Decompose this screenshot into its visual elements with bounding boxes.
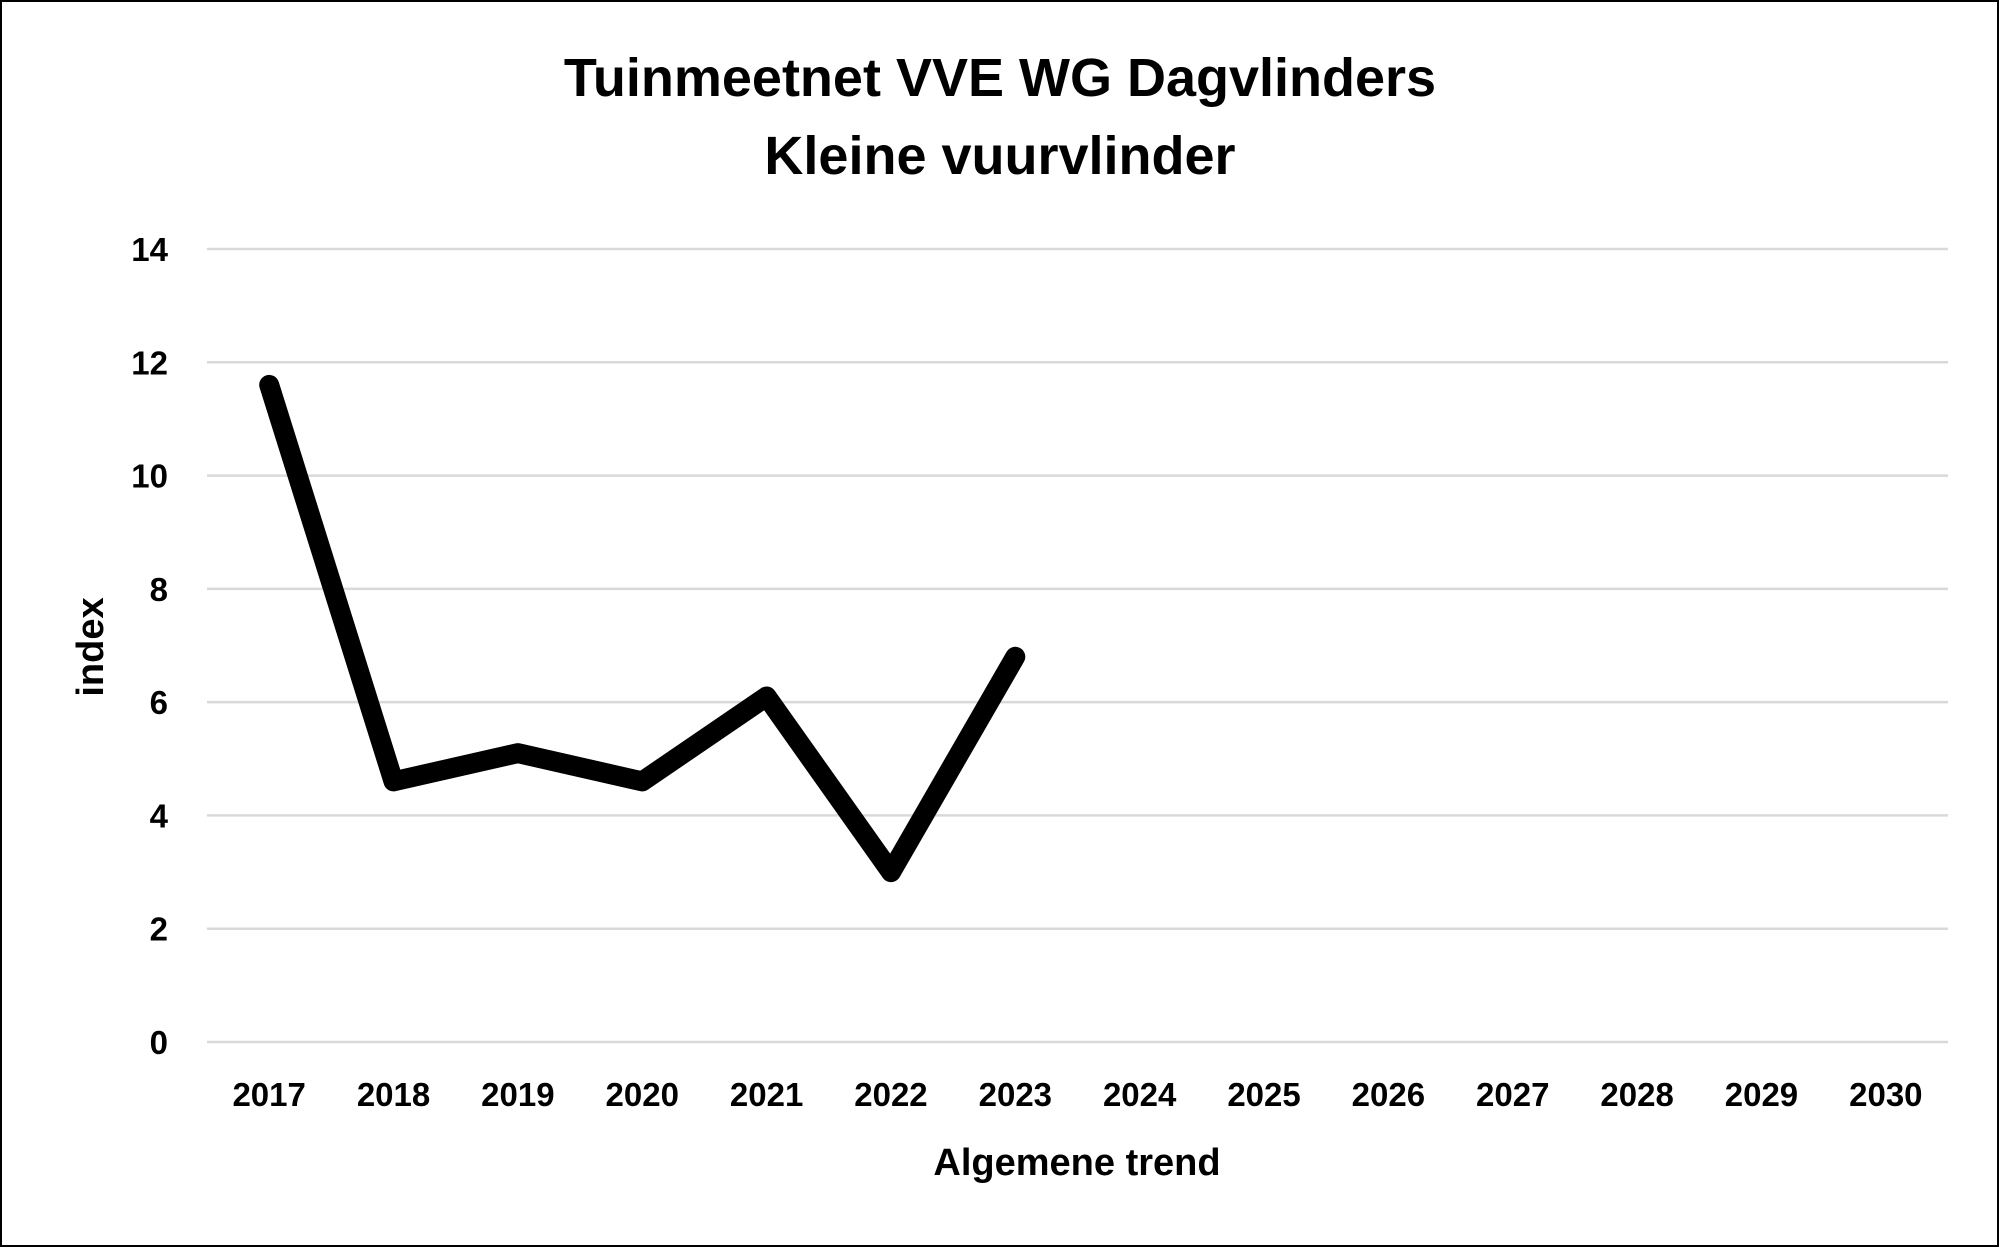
y-axis-label: index (70, 597, 112, 696)
y-tick-label: 8 (150, 571, 168, 608)
y-tick-label: 6 (150, 684, 168, 721)
chart-title-line-2: Kleine vuurvlinder (764, 126, 1235, 186)
y-tick-label: 0 (150, 1024, 168, 1061)
x-tick-label: 2028 (1600, 1076, 1673, 1113)
x-tick-label: 2017 (232, 1076, 305, 1113)
y-tick-label: 14 (131, 231, 168, 268)
x-tick-label: 2021 (730, 1076, 803, 1113)
chart-title: Tuinmeetnet VVE WG Dagvlinders Kleine vu… (564, 48, 1436, 186)
y-tick-label: 2 (150, 911, 168, 948)
y-axis-ticks: 0 2 4 6 8 10 12 14 (131, 231, 168, 1061)
x-axis-ticks: 2017 2018 2019 2020 2021 2022 2023 2024 2025 2026… (232, 1076, 1922, 1113)
y-tick-label: 10 (131, 458, 168, 495)
x-axis-label: Algemene trend (933, 1142, 1220, 1184)
x-tick-label: 2025 (1227, 1076, 1300, 1113)
data-point-2022 (889, 871, 892, 874)
y-tick-label: 4 (150, 797, 169, 834)
series-layer (259, 374, 1026, 883)
x-tick-label: 2029 (1725, 1076, 1798, 1113)
series-line-1 (259, 374, 1026, 883)
x-tick-label: 2026 (1352, 1076, 1425, 1113)
data-point-2021 (765, 695, 768, 698)
x-tick-label: 2022 (854, 1076, 927, 1113)
x-tick-label: 2023 (979, 1076, 1052, 1113)
x-tick-label: 2027 (1476, 1076, 1549, 1113)
y-tick-label: 12 (131, 344, 168, 381)
data-point-2017 (268, 383, 271, 386)
data-point-2019 (516, 752, 519, 755)
x-tick-label: 2019 (481, 1076, 554, 1113)
data-point-2020 (641, 780, 644, 783)
x-tick-label: 2030 (1849, 1076, 1922, 1113)
data-point-2018 (392, 780, 395, 783)
chart-title-line-1: Tuinmeetnet VVE WG Dagvlinders (564, 48, 1436, 108)
x-tick-label: 2018 (357, 1076, 430, 1113)
x-tick-label: 2020 (606, 1076, 679, 1113)
x-tick-label: 2024 (1103, 1076, 1177, 1113)
gridlines (207, 247, 1948, 1044)
data-point-2023 (1014, 655, 1017, 658)
